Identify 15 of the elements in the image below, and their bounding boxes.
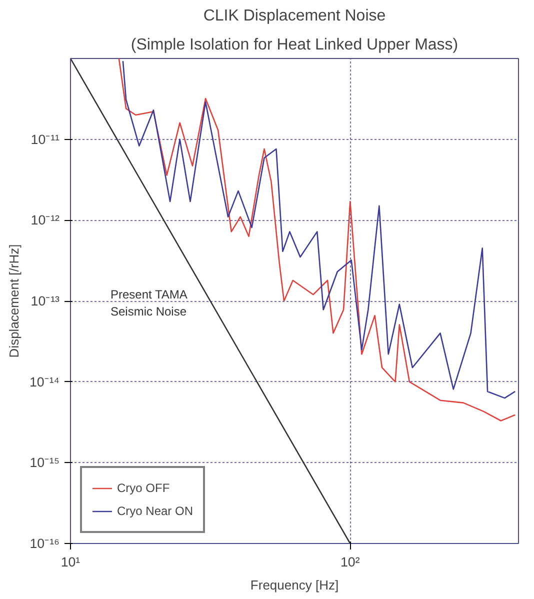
y-tick-label: 10⁻¹² (30, 212, 60, 228)
chart-subtitle: (Simple Isolation for Heat Linked Upper Mass) (130, 36, 458, 54)
chart-title: CLIK Displacement Noise (203, 8, 386, 24)
y-tick-label: 10⁻¹⁵ (30, 455, 60, 470)
legend-label: Cryo OFF (117, 481, 170, 495)
x-tick-label: 10² (340, 554, 360, 570)
y-tick-label: 10⁻¹¹ (30, 132, 60, 147)
y-tick-label: 10⁻¹³ (30, 294, 60, 308)
x-tick-label: 10¹ (60, 554, 81, 570)
y-tick-label: 10⁻¹⁶ (30, 536, 60, 551)
legend-label: Cryo Near ON (117, 504, 194, 518)
y-axis-title: Displacement [/rHz] (6, 244, 22, 358)
y-tick-label: 10⁻¹⁴ (30, 374, 60, 390)
annotation: Present TAMA Seismic Noise (110, 288, 188, 318)
x-axis-title: Frequency [Hz] (250, 578, 339, 592)
